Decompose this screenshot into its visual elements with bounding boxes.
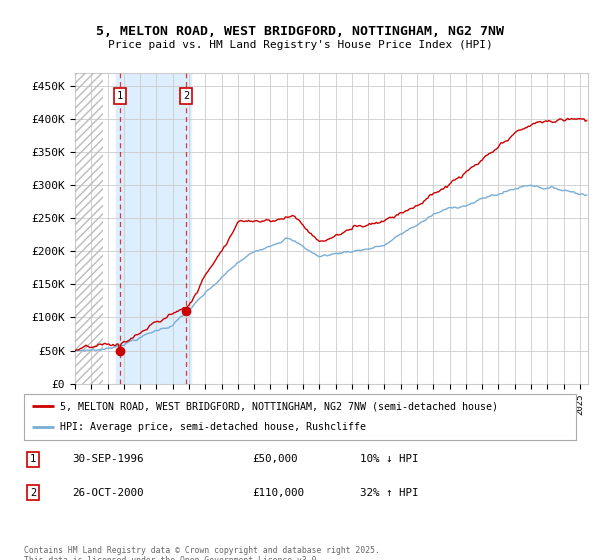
Text: Price paid vs. HM Land Registry's House Price Index (HPI): Price paid vs. HM Land Registry's House … [107,40,493,50]
Text: HPI: Average price, semi-detached house, Rushcliffe: HPI: Average price, semi-detached house,… [60,422,366,432]
Text: 5, MELTON ROAD, WEST BRIDGFORD, NOTTINGHAM, NG2 7NW: 5, MELTON ROAD, WEST BRIDGFORD, NOTTINGH… [96,25,504,38]
Text: Contains HM Land Registry data © Crown copyright and database right 2025.
This d: Contains HM Land Registry data © Crown c… [24,546,380,560]
Text: £50,000: £50,000 [252,454,298,464]
Text: £110,000: £110,000 [252,488,304,498]
Bar [75,73,103,384]
Bar [75,73,103,384]
Text: 1: 1 [116,91,123,101]
Text: 30-SEP-1996: 30-SEP-1996 [72,454,143,464]
Text: 2: 2 [30,488,36,498]
Bar [116,73,191,384]
Text: 26-OCT-2000: 26-OCT-2000 [72,488,143,498]
Text: 2: 2 [183,91,189,101]
Text: 5, MELTON ROAD, WEST BRIDGFORD, NOTTINGHAM, NG2 7NW (semi-detached house): 5, MELTON ROAD, WEST BRIDGFORD, NOTTINGH… [60,401,498,411]
Text: 10% ↓ HPI: 10% ↓ HPI [360,454,419,464]
Text: 1: 1 [30,454,36,464]
Text: 32% ↑ HPI: 32% ↑ HPI [360,488,419,498]
